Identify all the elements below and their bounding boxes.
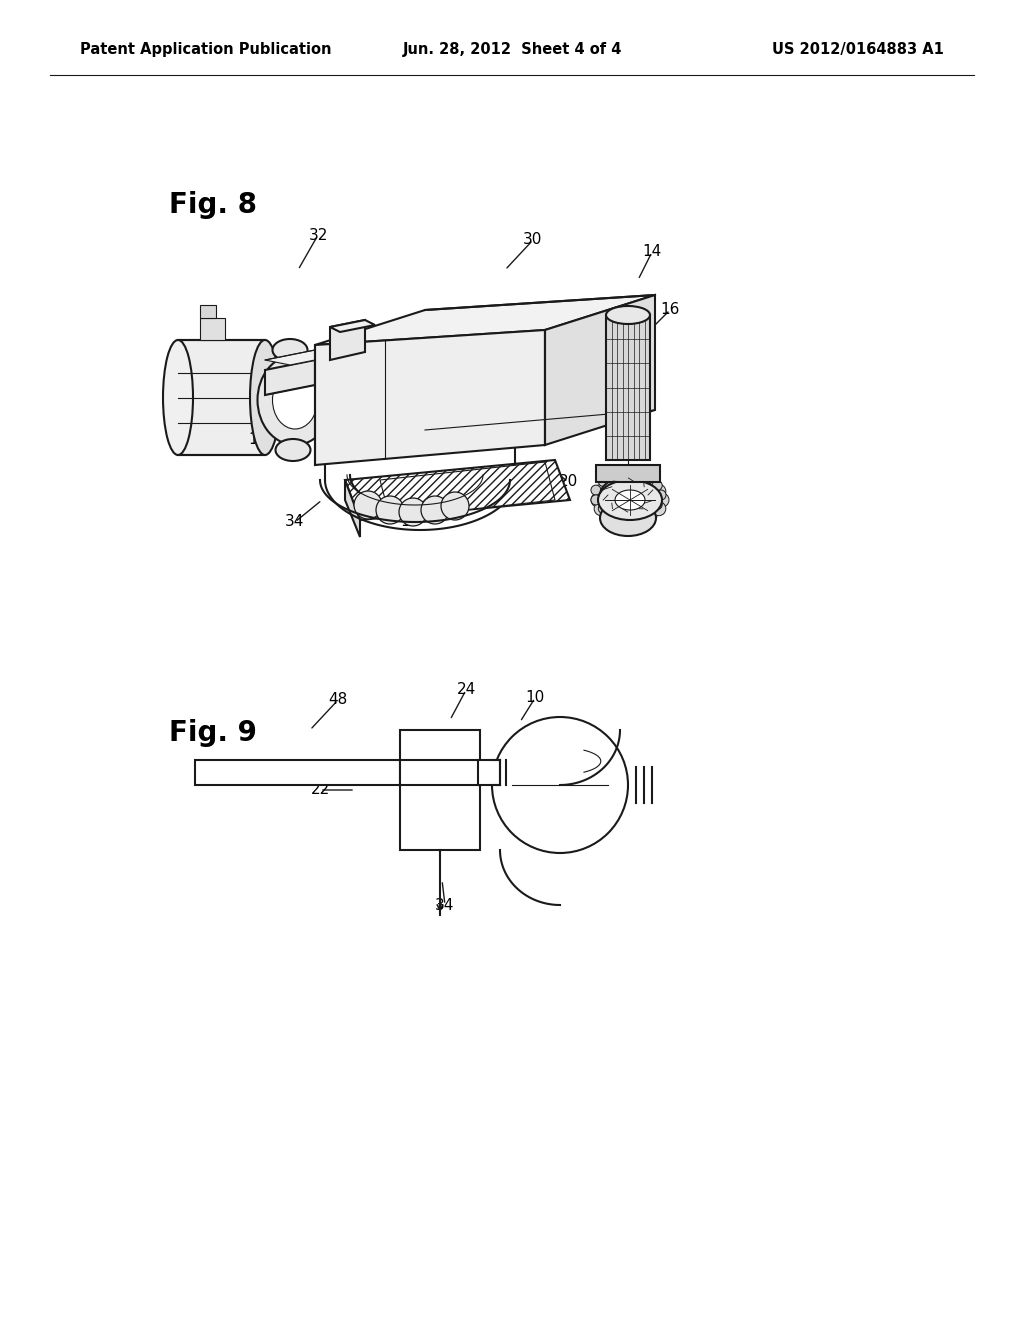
Circle shape xyxy=(399,498,427,525)
Circle shape xyxy=(615,474,630,487)
Circle shape xyxy=(642,507,651,517)
Polygon shape xyxy=(345,480,360,537)
Circle shape xyxy=(591,495,601,506)
Circle shape xyxy=(656,490,666,500)
Text: 20: 20 xyxy=(558,474,578,490)
Polygon shape xyxy=(315,330,545,465)
Polygon shape xyxy=(330,319,365,360)
Text: Jun. 28, 2012  Sheet 4 of 4: Jun. 28, 2012 Sheet 4 of 4 xyxy=(402,42,622,57)
Text: 24: 24 xyxy=(457,682,475,697)
Circle shape xyxy=(598,477,608,486)
Text: 18: 18 xyxy=(605,491,625,506)
Polygon shape xyxy=(195,760,400,785)
Circle shape xyxy=(643,508,657,523)
Polygon shape xyxy=(315,294,655,345)
Text: Fig. 9: Fig. 9 xyxy=(169,718,257,747)
Text: Fig. 8: Fig. 8 xyxy=(169,190,257,219)
Circle shape xyxy=(603,478,617,491)
Text: 16: 16 xyxy=(660,302,680,318)
Polygon shape xyxy=(545,294,655,445)
Text: 30: 30 xyxy=(523,232,543,248)
Ellipse shape xyxy=(250,341,280,455)
Text: 10: 10 xyxy=(525,690,545,705)
Ellipse shape xyxy=(272,339,307,360)
Text: 34: 34 xyxy=(286,515,305,529)
Polygon shape xyxy=(478,760,500,785)
Circle shape xyxy=(652,484,666,499)
Ellipse shape xyxy=(257,355,333,445)
Circle shape xyxy=(652,480,663,491)
Circle shape xyxy=(354,491,382,519)
Ellipse shape xyxy=(615,490,645,510)
Polygon shape xyxy=(596,465,660,482)
Polygon shape xyxy=(200,305,216,318)
Text: 22: 22 xyxy=(310,783,330,797)
Circle shape xyxy=(627,511,637,520)
Ellipse shape xyxy=(600,500,656,536)
Polygon shape xyxy=(400,730,480,850)
Polygon shape xyxy=(200,318,225,341)
Circle shape xyxy=(611,471,622,480)
Circle shape xyxy=(492,717,628,853)
Text: 32: 32 xyxy=(308,227,328,243)
Circle shape xyxy=(591,484,601,495)
Circle shape xyxy=(611,510,622,519)
Polygon shape xyxy=(345,459,570,520)
Circle shape xyxy=(655,492,669,507)
Ellipse shape xyxy=(606,306,650,323)
Circle shape xyxy=(591,492,605,507)
Circle shape xyxy=(594,502,608,516)
Polygon shape xyxy=(265,360,315,395)
Circle shape xyxy=(421,496,449,524)
Text: 14: 14 xyxy=(642,244,662,260)
Circle shape xyxy=(630,474,644,487)
Circle shape xyxy=(652,502,666,516)
Circle shape xyxy=(630,512,644,527)
Circle shape xyxy=(643,478,657,491)
Circle shape xyxy=(376,496,404,524)
Polygon shape xyxy=(380,462,555,517)
Ellipse shape xyxy=(600,477,656,513)
Ellipse shape xyxy=(275,440,310,461)
Circle shape xyxy=(441,492,469,520)
Circle shape xyxy=(603,508,617,523)
Polygon shape xyxy=(606,315,650,459)
Text: 48: 48 xyxy=(329,693,347,708)
Text: 34: 34 xyxy=(435,898,455,912)
Ellipse shape xyxy=(272,371,317,429)
Text: 10: 10 xyxy=(400,515,420,529)
Circle shape xyxy=(627,470,637,479)
Polygon shape xyxy=(265,350,340,366)
Circle shape xyxy=(598,504,608,513)
Polygon shape xyxy=(178,341,265,455)
Text: US 2012/0164883 A1: US 2012/0164883 A1 xyxy=(772,42,944,57)
Circle shape xyxy=(615,512,630,527)
Circle shape xyxy=(594,484,608,499)
Polygon shape xyxy=(330,319,375,333)
Circle shape xyxy=(642,473,651,483)
Text: Patent Application Publication: Patent Application Publication xyxy=(80,42,332,57)
Ellipse shape xyxy=(598,480,662,520)
Circle shape xyxy=(652,499,663,510)
Text: 16: 16 xyxy=(248,433,267,447)
Ellipse shape xyxy=(163,341,193,455)
